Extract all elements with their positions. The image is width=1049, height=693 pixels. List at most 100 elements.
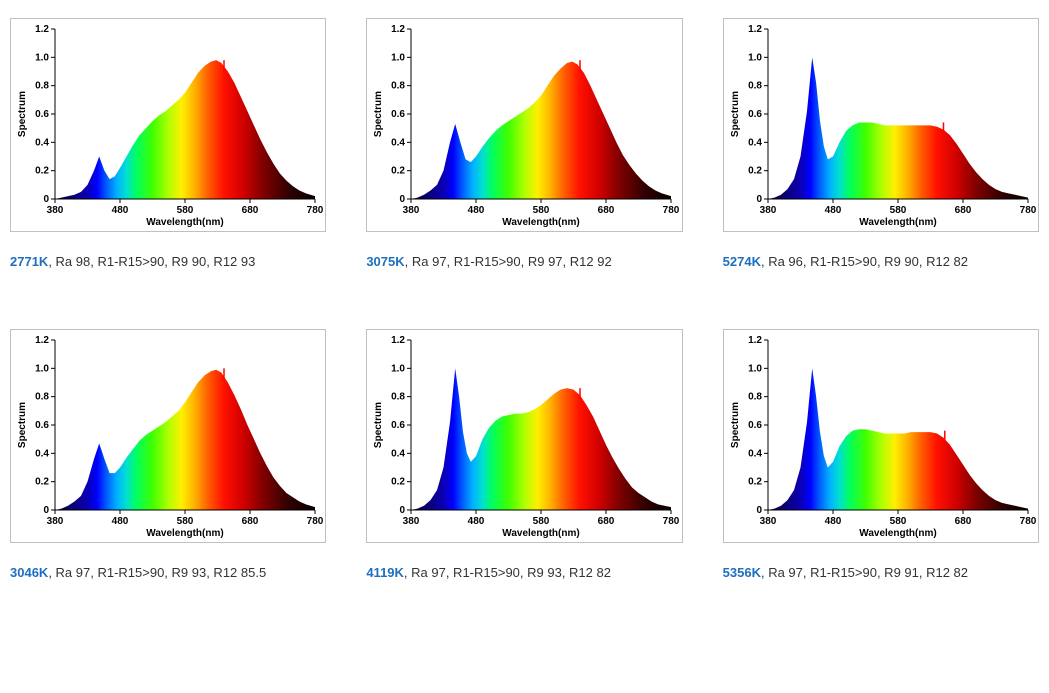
spectrum-fill bbox=[768, 29, 1028, 199]
kelvin-value: 4119K bbox=[366, 565, 404, 580]
y-tick-label: 0 bbox=[400, 505, 406, 516]
y-tick-label: 0.2 bbox=[391, 477, 405, 488]
x-axis-label: Wavelength(nm) bbox=[503, 217, 580, 228]
kelvin-value: 5356K bbox=[723, 565, 761, 580]
x-tick-label: 380 bbox=[47, 516, 64, 527]
panel-caption: 2771K, Ra 98, R1-R15>90, R9 90, R12 93 bbox=[10, 254, 326, 269]
x-tick-label: 780 bbox=[663, 205, 679, 216]
y-tick-label: 1.2 bbox=[391, 24, 405, 35]
spectrum-panel: 38048058068078000.20.40.60.81.01.2Wavele… bbox=[10, 329, 326, 580]
y-axis-label: Spectrum bbox=[730, 402, 741, 448]
y-tick-label: 1.0 bbox=[35, 363, 49, 374]
panel-caption: 3075K, Ra 97, R1-R15>90, R9 97, R12 92 bbox=[366, 254, 682, 269]
y-axis-label: Spectrum bbox=[373, 402, 384, 448]
panel-caption: 4119K, Ra 97, R1-R15>90, R9 93, R12 82 bbox=[366, 565, 682, 580]
spectrum-panel: 38048058068078000.20.40.60.81.01.2Wavele… bbox=[723, 329, 1039, 580]
y-tick-label: 0.2 bbox=[748, 477, 762, 488]
x-tick-label: 380 bbox=[759, 516, 776, 527]
chart-grid: 380 480 580 680 780 0 0.2 0.4 0.6 0.8 1.0 1.2 Wavele… bbox=[10, 18, 1039, 580]
spectrum-fill bbox=[411, 340, 671, 510]
x-axis-label: Wavelength(nm) bbox=[859, 217, 936, 228]
specs-text: , Ra 97, R1-R15>90, R9 93, R12 85.5 bbox=[48, 565, 266, 580]
x-tick-label: 680 bbox=[598, 516, 615, 527]
x-tick-label: 380 bbox=[759, 205, 776, 216]
x-tick-label: 680 bbox=[242, 516, 259, 527]
specs-text: , Ra 97, R1-R15>90, R9 93, R12 82 bbox=[404, 565, 611, 580]
spectrum-fill bbox=[411, 29, 671, 199]
spectrum-panel: 38048058068078000.20.40.60.81.01.2Wavele… bbox=[723, 18, 1039, 269]
plot-frame: 38048058068078000.20.40.60.81.01.2Wavele… bbox=[366, 329, 682, 543]
specs-text: , Ra 97, R1-R15>90, R9 97, R12 92 bbox=[405, 254, 612, 269]
x-tick-label: 680 bbox=[954, 205, 971, 216]
x-tick-label: 580 bbox=[889, 205, 906, 216]
x-tick-label: 580 bbox=[533, 205, 550, 216]
spectrum-fill bbox=[768, 340, 1028, 510]
spectrum-chart: 38048058068078000.20.40.60.81.01.2Wavele… bbox=[726, 21, 1036, 229]
x-tick-label: 480 bbox=[824, 205, 841, 216]
specs-text: , Ra 97, R1-R15>90, R9 91, R12 82 bbox=[761, 565, 968, 580]
y-tick-label: 0.8 bbox=[391, 81, 405, 92]
x-tick-label: 380 bbox=[47, 205, 64, 216]
plot-frame: 38048058068078000.20.40.60.81.01.2Wavele… bbox=[10, 18, 326, 232]
x-axis-label: Wavelength(nm) bbox=[146, 217, 223, 228]
plot-frame: 38048058068078000.20.40.60.81.01.2Wavele… bbox=[723, 18, 1039, 232]
spectrum-chart: 38048058068078000.20.40.60.81.01.2Wavele… bbox=[13, 21, 323, 229]
y-tick-label: 0.6 bbox=[748, 109, 762, 120]
specs-text: , Ra 96, R1-R15>90, R9 90, R12 82 bbox=[761, 254, 968, 269]
x-tick-label: 780 bbox=[1019, 516, 1035, 527]
y-axis-label: Spectrum bbox=[17, 402, 28, 448]
plot-frame: 38048058068078000.20.40.60.81.01.2Wavele… bbox=[366, 18, 682, 232]
y-tick-label: 0.2 bbox=[391, 166, 405, 177]
y-tick-label: 0.6 bbox=[35, 109, 49, 120]
x-tick-label: 480 bbox=[468, 516, 485, 527]
y-tick-label: 1.2 bbox=[35, 335, 49, 346]
x-axis-label: Wavelength(nm) bbox=[146, 528, 223, 539]
y-tick-label: 0.4 bbox=[35, 137, 49, 148]
x-tick-label: 580 bbox=[533, 516, 550, 527]
y-tick-label: 0.8 bbox=[748, 392, 762, 403]
y-tick-label: 0.8 bbox=[748, 81, 762, 92]
y-tick-label: 0.4 bbox=[391, 448, 405, 459]
y-tick-label: 1.0 bbox=[391, 363, 405, 374]
y-tick-label: 1.0 bbox=[391, 52, 405, 63]
y-tick-label: 0.4 bbox=[391, 137, 405, 148]
x-tick-label: 780 bbox=[307, 516, 323, 527]
x-tick-label: 680 bbox=[954, 516, 971, 527]
x-tick-label: 580 bbox=[177, 205, 194, 216]
spectrum-panel: 38048058068078000.20.40.60.81.01.2Wavele… bbox=[10, 18, 326, 269]
panel-caption: 5274K, Ra 96, R1-R15>90, R9 90, R12 82 bbox=[723, 254, 1039, 269]
x-tick-label: 380 bbox=[403, 516, 420, 527]
x-tick-label: 680 bbox=[242, 205, 259, 216]
spectrum-fill bbox=[55, 340, 315, 510]
y-tick-label: 1.2 bbox=[391, 335, 405, 346]
y-tick-label: 1.0 bbox=[748, 363, 762, 374]
y-tick-label: 1.2 bbox=[748, 335, 762, 346]
x-tick-label: 380 bbox=[403, 205, 420, 216]
panel-caption: 5356K, Ra 97, R1-R15>90, R9 91, R12 82 bbox=[723, 565, 1039, 580]
spectrum-grid-page: 380 480 580 680 780 0 0.2 0.4 0.6 0.8 1.0 1.2 Wavele… bbox=[0, 0, 1049, 610]
x-tick-label: 580 bbox=[177, 516, 194, 527]
plot-frame: 38048058068078000.20.40.60.81.01.2Wavele… bbox=[723, 329, 1039, 543]
y-axis-label: Spectrum bbox=[373, 91, 384, 137]
kelvin-value: 2771K bbox=[10, 254, 48, 269]
spectrum-fill bbox=[55, 29, 315, 199]
x-tick-label: 780 bbox=[663, 516, 679, 527]
y-tick-label: 0.2 bbox=[35, 477, 49, 488]
y-tick-label: 1.0 bbox=[748, 52, 762, 63]
spectrum-chart: 38048058068078000.20.40.60.81.01.2Wavele… bbox=[726, 332, 1036, 540]
y-tick-label: 0.4 bbox=[748, 137, 762, 148]
specs-text: , Ra 98, R1-R15>90, R9 90, R12 93 bbox=[48, 254, 255, 269]
y-tick-label: 0.2 bbox=[35, 166, 49, 177]
y-tick-label: 0.4 bbox=[35, 448, 49, 459]
y-tick-label: 0.2 bbox=[748, 166, 762, 177]
x-tick-label: 480 bbox=[468, 205, 485, 216]
y-tick-label: 0 bbox=[43, 194, 49, 205]
y-tick-label: 0 bbox=[400, 194, 406, 205]
kelvin-value: 5274K bbox=[723, 254, 761, 269]
y-tick-label: 1.2 bbox=[35, 24, 49, 35]
x-tick-label: 480 bbox=[112, 205, 129, 216]
y-tick-label: 0 bbox=[756, 194, 762, 205]
y-tick-label: 0.8 bbox=[35, 392, 49, 403]
spectrum-chart: 38048058068078000.20.40.60.81.01.2Wavele… bbox=[13, 332, 323, 540]
y-axis-label: Spectrum bbox=[730, 91, 741, 137]
